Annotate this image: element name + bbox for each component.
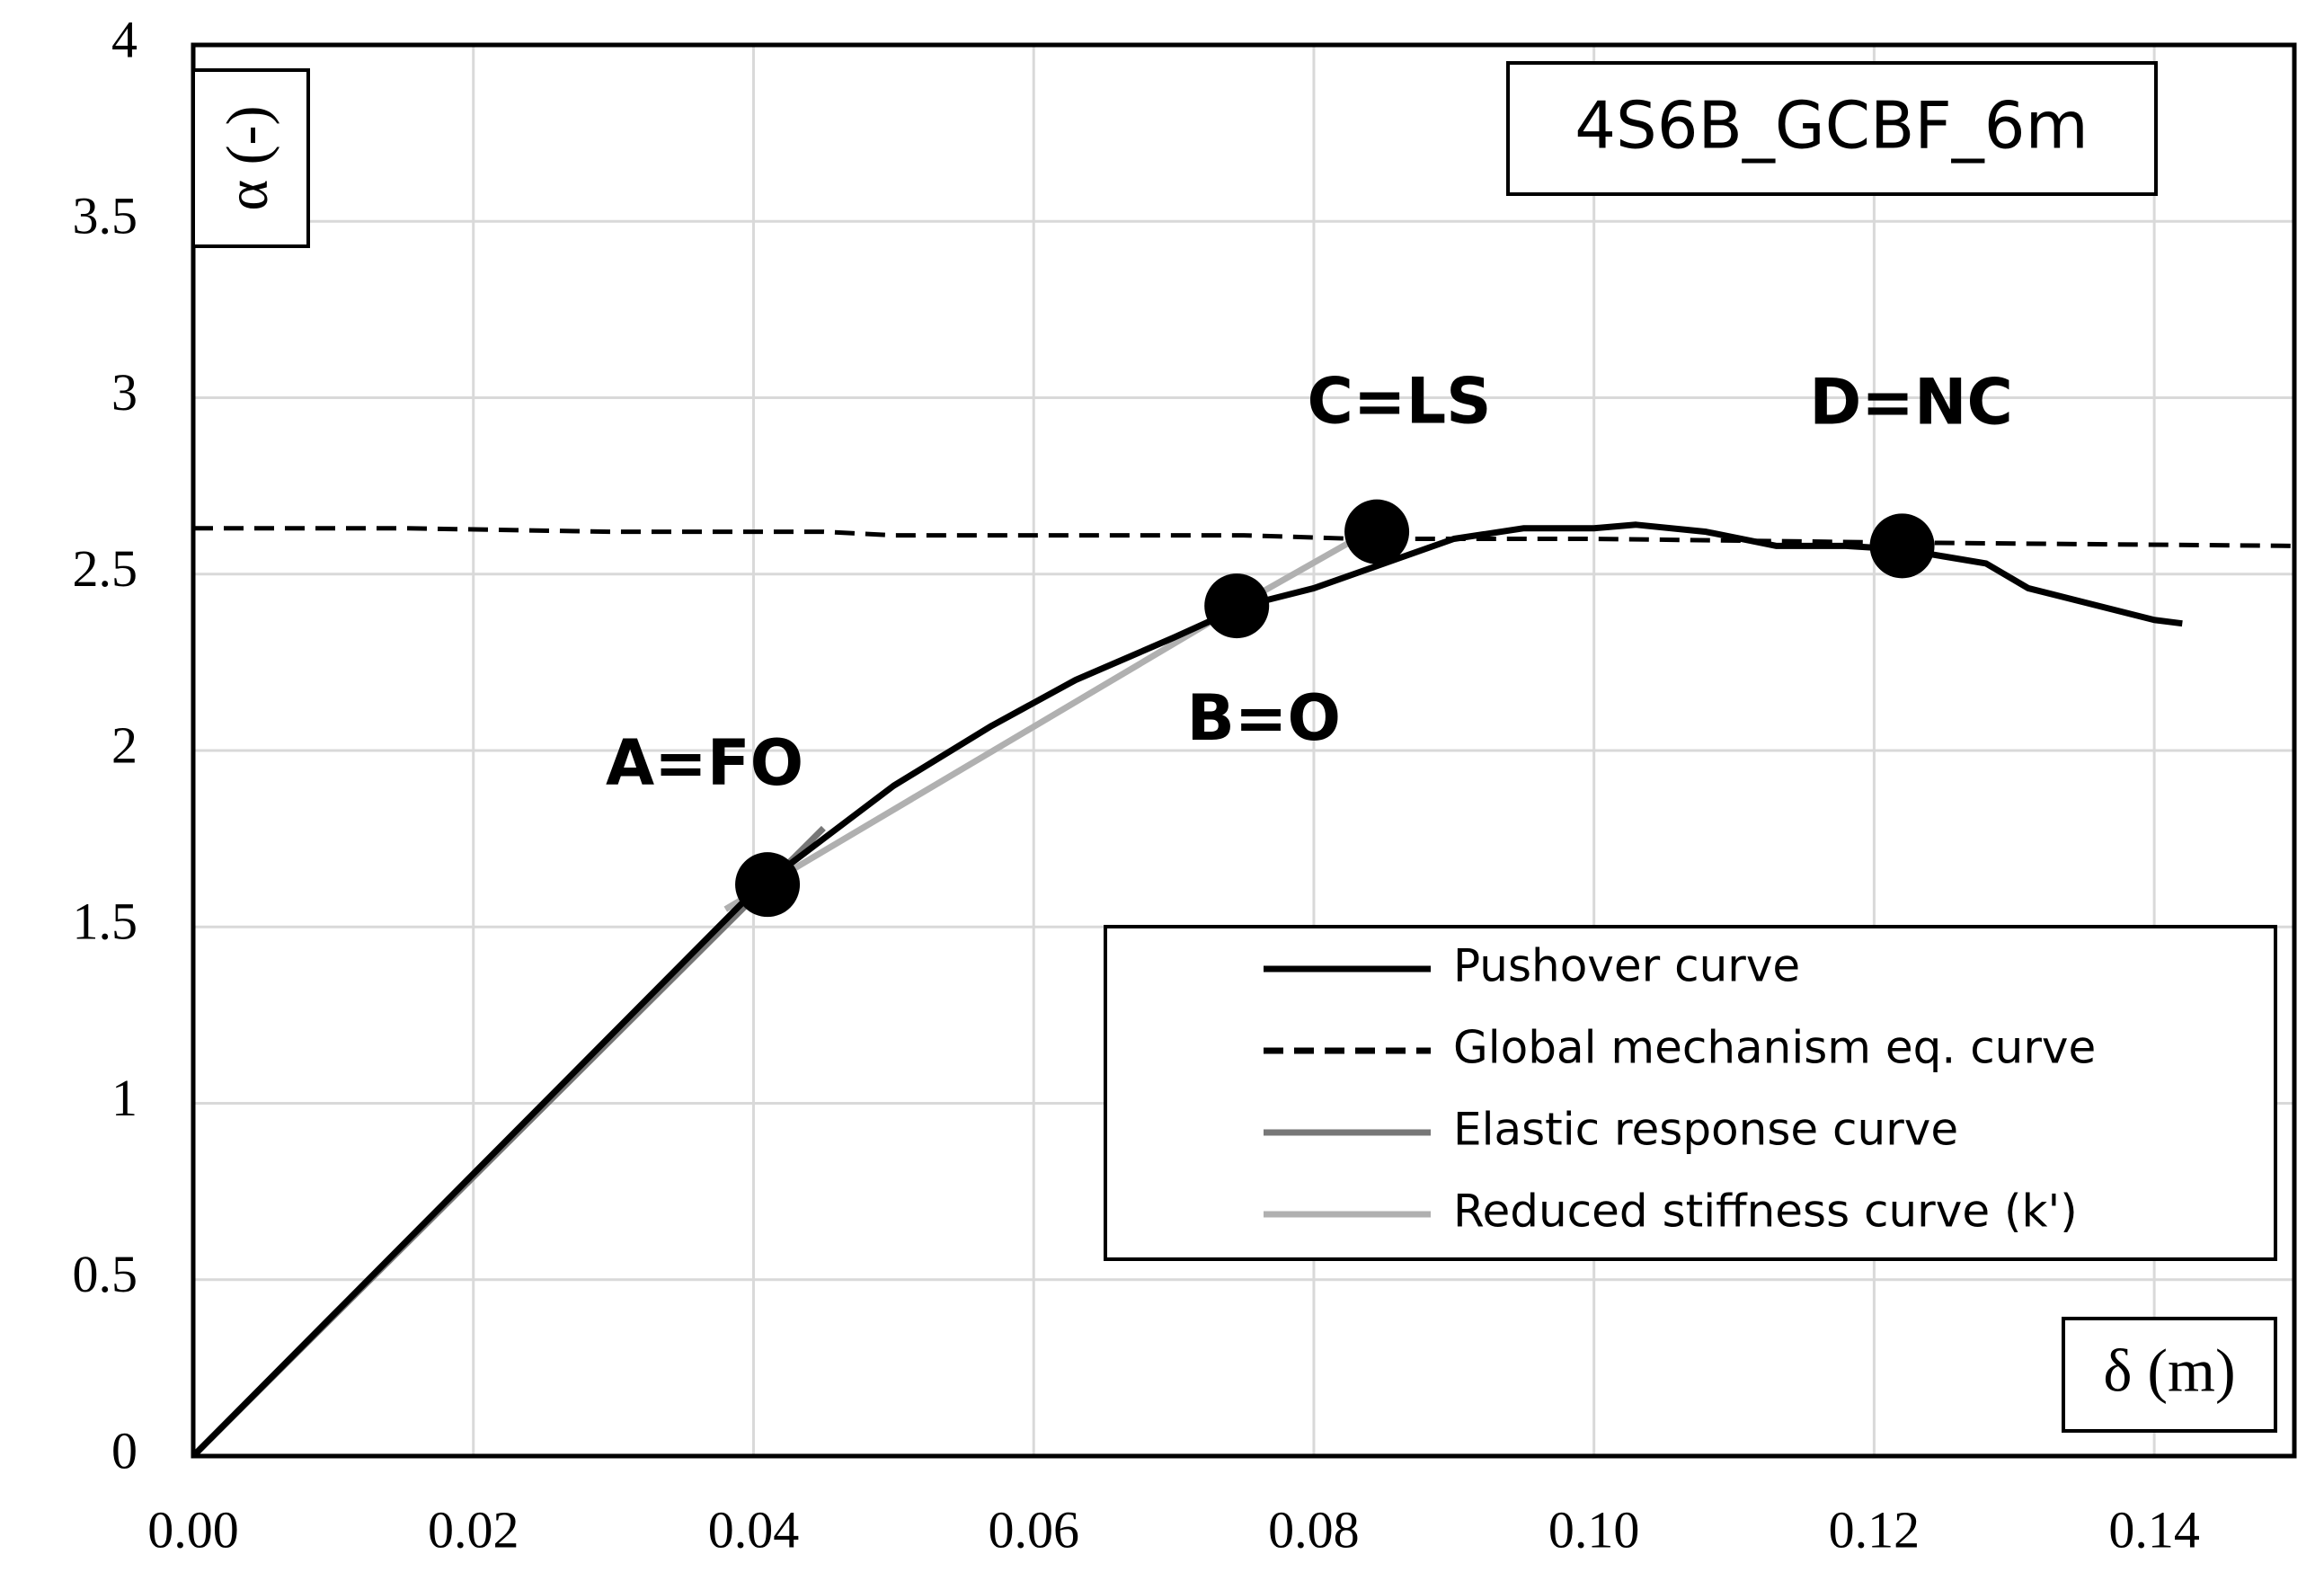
point-label: A=FO: [606, 726, 803, 800]
limit-point: [735, 852, 801, 918]
limit-point: [1344, 499, 1410, 564]
x-axis-label: δ (m): [2103, 1337, 2235, 1405]
x-tick-label: 0.10: [1548, 1500, 1640, 1559]
y-tick-label: 3.5: [73, 187, 138, 245]
x-label-box: [2062, 1317, 2277, 1433]
point-label: D=NC: [1809, 365, 2013, 439]
y-tick-label: 0.5: [73, 1245, 138, 1303]
y-tick-label: 4: [111, 10, 137, 68]
y-tick-label: 1: [111, 1069, 137, 1127]
series-line: [723, 536, 1358, 912]
legend-label: Global mechanism eq. curve: [1453, 1022, 2096, 1074]
y-tick-label: 2.5: [73, 539, 138, 598]
legend-label: Reduced stiffness curve (k'): [1453, 1186, 2078, 1238]
x-tick-label: 0.14: [2108, 1500, 2200, 1559]
y-tick-label: 3: [111, 363, 137, 422]
limit-point: [1204, 573, 1270, 639]
series-line: [193, 526, 2295, 548]
x-tick-label: 0.00: [147, 1500, 239, 1559]
point-label: B=O: [1186, 681, 1341, 755]
x-tick-label: 0.08: [1268, 1500, 1360, 1559]
x-tick-label: 0.12: [1829, 1500, 1920, 1559]
y-label-box: [191, 68, 310, 248]
y-tick-label: 0: [111, 1421, 137, 1479]
x-tick-label: 0.06: [988, 1500, 1079, 1559]
y-tick-label: 1.5: [73, 893, 138, 951]
plot-area: A=FO B=O C=LS D=NC: [191, 365, 2295, 1459]
plot-frame: [191, 42, 2297, 1459]
limit-point: [1869, 513, 1935, 579]
point-label: C=LS: [1308, 365, 1492, 439]
x-tick-label: 0.04: [708, 1500, 800, 1559]
legend-label: Pushover curve: [1453, 940, 1800, 992]
legend-entries: Pushover curve Global mechanism eq. curve…: [1264, 940, 2096, 1238]
legend-label: Elastic response curve: [1453, 1104, 1958, 1156]
chart-title: 4S6B_GCBF_6m: [1574, 88, 2089, 164]
legend: [1104, 925, 2277, 1261]
y-axis-label: α (-): [215, 105, 280, 210]
title-box: [1506, 61, 2158, 196]
x-tick-label: 0.02: [428, 1500, 519, 1559]
y-tick-label: 2: [111, 715, 137, 774]
